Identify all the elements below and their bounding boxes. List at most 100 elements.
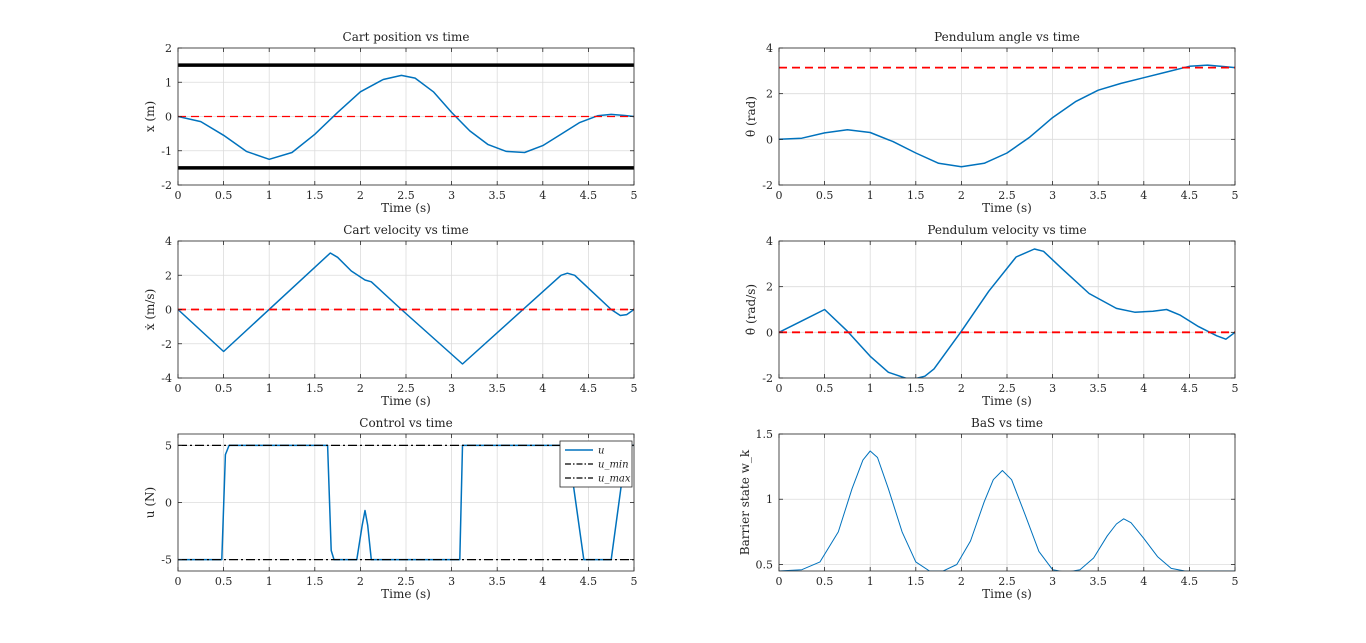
cart-velocity-title: Cart velocity vs time bbox=[343, 223, 469, 237]
x-tick-label: 2 bbox=[357, 575, 364, 588]
x-tick-label: 1.5 bbox=[907, 575, 925, 588]
series-line-0 bbox=[178, 252, 634, 365]
y-tick-label: 0.5 bbox=[756, 558, 774, 571]
y-tick-label: -2 bbox=[161, 179, 172, 192]
y-tick-label: -5 bbox=[161, 554, 172, 567]
x-axis-label: Time (s) bbox=[381, 394, 431, 408]
cart-position-title: Cart position vs time bbox=[343, 30, 470, 44]
y-axis-label: Barrier state w_k bbox=[738, 449, 752, 555]
x-tick-label: 3.5 bbox=[488, 575, 506, 588]
x-tick-label: 3 bbox=[448, 189, 455, 202]
y-tick-label: 0 bbox=[766, 133, 773, 146]
series-line-0 bbox=[779, 248, 1235, 378]
x-tick-label: 0.5 bbox=[816, 189, 834, 202]
x-tick-label: 5 bbox=[631, 575, 638, 588]
x-tick-label: 3 bbox=[1049, 382, 1056, 395]
y-tick-label: 4 bbox=[766, 235, 773, 248]
y-tick-label: -2 bbox=[762, 179, 773, 192]
x-tick-label: 2.5 bbox=[998, 575, 1016, 588]
x-tick-label: 2.5 bbox=[397, 189, 415, 202]
x-tick-label: 0.5 bbox=[816, 382, 834, 395]
series-group bbox=[779, 450, 1235, 571]
x-tick-label: 4.5 bbox=[580, 189, 598, 202]
x-tick-label: 3.5 bbox=[1089, 382, 1107, 395]
x-tick-label: 2 bbox=[958, 382, 965, 395]
x-tick-label: 2.5 bbox=[998, 189, 1016, 202]
x-tick-label: 1 bbox=[266, 575, 273, 588]
x-tick-label: 3.5 bbox=[1089, 575, 1107, 588]
x-tick-label: 1.5 bbox=[306, 575, 324, 588]
control-title: Control vs time bbox=[359, 416, 452, 430]
y-tick-label: 0 bbox=[766, 326, 773, 339]
series-group bbox=[178, 63, 634, 170]
x-tick-label: 2.5 bbox=[397, 575, 415, 588]
y-tick-label: 4 bbox=[165, 235, 172, 248]
y-tick-label: 2 bbox=[766, 281, 773, 294]
legend-entry: u bbox=[598, 446, 604, 457]
x-tick-label: 2 bbox=[958, 189, 965, 202]
x-tick-label: 3.5 bbox=[488, 382, 506, 395]
pendulum-velocity-title: Pendulum velocity vs time bbox=[927, 223, 1086, 237]
cart-position-axes: Cart position vs time 0 0.5 1 1.5 2 2.5 3 3.5 4 4… bbox=[143, 30, 638, 215]
y-tick-label: 1 bbox=[165, 76, 172, 89]
x-tick-label: 3.5 bbox=[488, 189, 506, 202]
series-line-0 bbox=[779, 450, 1235, 571]
series-group bbox=[178, 252, 634, 365]
x-tick-label: 0.5 bbox=[215, 189, 233, 202]
y-tick-label: 5 bbox=[165, 439, 172, 452]
y-tick-label: 4 bbox=[766, 42, 773, 55]
y-tick-label: 2 bbox=[165, 269, 172, 282]
pendulum-velocity-axes: Pendulum velocity vs time 0 0.5 1 1.5 2 2.5 3 3… bbox=[744, 223, 1239, 408]
x-tick-label: 0.5 bbox=[215, 382, 233, 395]
x-tick-label: 0 bbox=[175, 189, 182, 202]
x-tick-label: 1.5 bbox=[306, 382, 324, 395]
series-line-0 bbox=[779, 64, 1235, 168]
y-tick-label: 1.5 bbox=[756, 428, 774, 441]
y-tick-label: 2 bbox=[766, 88, 773, 101]
x-tick-label: 2 bbox=[357, 189, 364, 202]
cart-velocity-axes: Cart velocity vs time 0 0.5 1 1.5 2 2.5 3 3.5 4 4… bbox=[143, 223, 638, 408]
x-tick-label: 4.5 bbox=[1181, 189, 1199, 202]
x-tick-label: 2.5 bbox=[998, 382, 1016, 395]
y-axis-label: θ (rad) bbox=[744, 96, 758, 137]
y-tick-label: -4 bbox=[161, 372, 172, 385]
y-tick-label: 2 bbox=[165, 42, 172, 55]
x-tick-label: 1 bbox=[867, 189, 874, 202]
x-tick-label: 3 bbox=[1049, 575, 1056, 588]
x-tick-label: 5 bbox=[631, 382, 638, 395]
x-tick-label: 2.5 bbox=[397, 382, 415, 395]
y-tick-label: -1 bbox=[161, 145, 172, 158]
x-tick-label: 3 bbox=[448, 382, 455, 395]
x-axis-label: Time (s) bbox=[982, 394, 1032, 408]
y-axis-label: u (N) bbox=[143, 487, 157, 518]
x-tick-label: 1 bbox=[867, 382, 874, 395]
x-axis-label: Time (s) bbox=[982, 587, 1032, 601]
x-tick-label: 2 bbox=[357, 382, 364, 395]
x-tick-label: 1.5 bbox=[907, 382, 925, 395]
x-tick-label: 5 bbox=[631, 189, 638, 202]
x-tick-label: 2 bbox=[958, 575, 965, 588]
x-tick-label: 5 bbox=[1232, 382, 1239, 395]
y-axis-label: ẋ (m/s) bbox=[143, 289, 157, 331]
x-tick-label: 0 bbox=[776, 189, 783, 202]
x-axis-label: Time (s) bbox=[381, 201, 431, 215]
x-tick-label: 4.5 bbox=[1181, 382, 1199, 395]
x-tick-label: 0 bbox=[776, 382, 783, 395]
x-tick-label: 0 bbox=[175, 382, 182, 395]
pendulum-angle-title: Pendulum angle vs time bbox=[934, 30, 1080, 44]
control-axes: Control vs time 0 0.5 1 1.5 2 2.5 3 3.5 4 4.5 5-50… bbox=[143, 416, 638, 601]
bas-axes: BaS vs time 0 0.5 1 1.5 2 2.5 3 3.5 4 4.5 50.511.5… bbox=[738, 416, 1239, 601]
series-line-0 bbox=[178, 444, 634, 561]
x-tick-label: 1.5 bbox=[907, 189, 925, 202]
x-tick-label: 4.5 bbox=[1181, 575, 1199, 588]
y-tick-label: 1 bbox=[766, 493, 773, 506]
y-tick-label: 0 bbox=[165, 304, 172, 317]
x-tick-label: 1 bbox=[266, 189, 273, 202]
series-group bbox=[779, 248, 1235, 378]
series-group bbox=[178, 444, 634, 561]
x-tick-label: 5 bbox=[1232, 189, 1239, 202]
x-axis-label: Time (s) bbox=[982, 201, 1032, 215]
x-tick-label: 1 bbox=[867, 575, 874, 588]
legend: u u_min u_max bbox=[559, 440, 633, 488]
